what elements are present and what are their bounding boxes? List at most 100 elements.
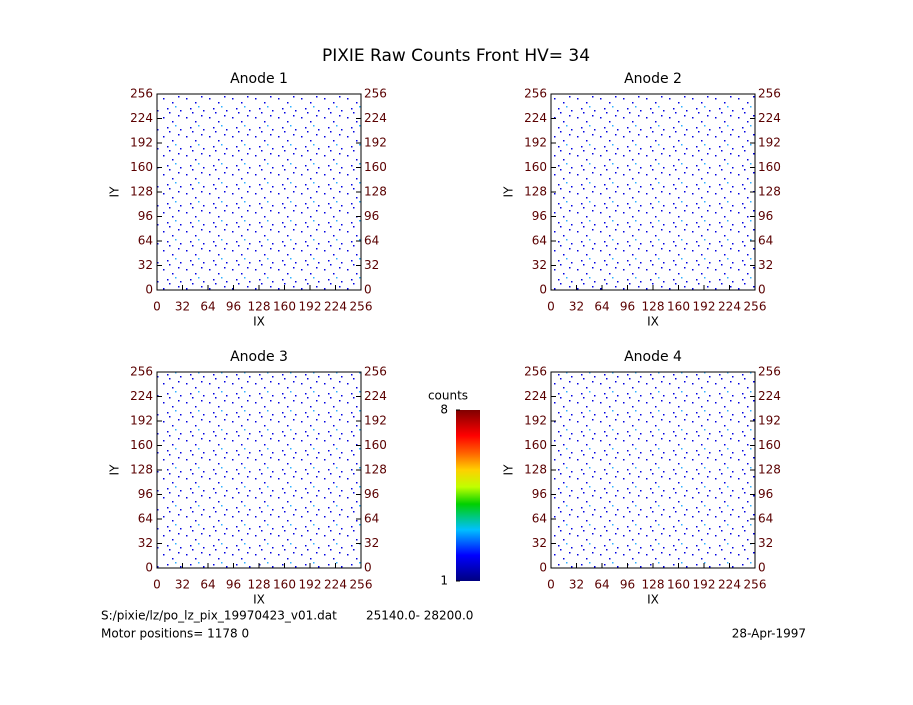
x-tick-label: 64 — [200, 578, 215, 592]
y2-tick-label: 224 — [364, 111, 387, 125]
y2-tick-label: 192 — [758, 414, 781, 428]
x-tick-label: 128 — [248, 300, 271, 314]
y-tick-label: 224 — [524, 389, 547, 403]
x-tick-label: 192 — [299, 300, 322, 314]
y2-tick-label: 128 — [364, 463, 387, 477]
colorbar-tick-label: 8 — [440, 403, 448, 417]
y2-tick-label: 32 — [758, 536, 773, 550]
x-tick-label: 32 — [569, 300, 584, 314]
x-tick-label: 0 — [547, 300, 555, 314]
plot-area — [551, 372, 755, 568]
y2-tick-label: 160 — [758, 438, 781, 452]
y2-tick-label: 256 — [364, 365, 387, 379]
y-tick-label: 160 — [130, 438, 153, 452]
y2-tick-label: 96 — [364, 209, 379, 223]
x-tick-label: 192 — [693, 300, 716, 314]
x-tick-label: 96 — [226, 578, 241, 592]
y-tick-label: 64 — [138, 234, 153, 248]
y2-tick-label: 32 — [364, 536, 379, 550]
y-tick-label: 96 — [138, 209, 153, 223]
panel-title: Anode 3 — [230, 349, 288, 365]
y2-tick-label: 128 — [364, 185, 387, 199]
x-tick-label: 256 — [350, 300, 373, 314]
y-tick-label: 128 — [130, 185, 153, 199]
x-tick-label: 160 — [667, 300, 690, 314]
x-axis-label: IX — [253, 593, 265, 607]
plot-area — [551, 94, 755, 290]
x-tick-label: 224 — [718, 300, 741, 314]
y2-tick-label: 96 — [758, 487, 773, 501]
panel-title: Anode 2 — [624, 71, 682, 87]
y-tick-label: 256 — [524, 87, 547, 101]
y2-tick-label: 0 — [758, 283, 766, 297]
x-tick-label: 160 — [273, 578, 296, 592]
y-tick-label: 256 — [130, 365, 153, 379]
x-tick-label: 128 — [248, 578, 271, 592]
y2-tick-label: 160 — [364, 160, 387, 174]
y-tick-label: 160 — [130, 160, 153, 174]
x-tick-label: 0 — [153, 300, 161, 314]
y-axis-label: IY — [502, 464, 516, 476]
y-tick-label: 160 — [524, 438, 547, 452]
y-axis-label: IY — [108, 464, 122, 476]
y-tick-label: 0 — [145, 283, 153, 297]
y2-tick-label: 64 — [758, 512, 773, 526]
x-tick-label: 160 — [273, 300, 296, 314]
y-tick-label: 224 — [524, 111, 547, 125]
y2-tick-label: 96 — [364, 487, 379, 501]
panel-title: Anode 4 — [624, 349, 682, 365]
colorbar-label: counts — [428, 389, 468, 403]
plot-area — [157, 372, 361, 568]
y2-tick-label: 192 — [758, 136, 781, 150]
x-tick-label: 224 — [324, 578, 347, 592]
colorbar — [456, 410, 480, 581]
y-tick-label: 32 — [532, 258, 547, 272]
y-tick-label: 128 — [130, 463, 153, 477]
x-tick-label: 0 — [153, 578, 161, 592]
x-tick-label: 128 — [642, 578, 665, 592]
y2-tick-label: 0 — [364, 561, 372, 575]
y-tick-label: 224 — [130, 111, 153, 125]
y2-tick-label: 160 — [758, 160, 781, 174]
x-axis-label: IX — [647, 315, 659, 329]
y2-tick-label: 0 — [364, 283, 372, 297]
x-tick-label: 192 — [693, 578, 716, 592]
y2-tick-label: 160 — [364, 438, 387, 452]
x-tick-label: 64 — [200, 300, 215, 314]
y-tick-label: 0 — [145, 561, 153, 575]
x-tick-label: 256 — [744, 300, 767, 314]
y-tick-label: 32 — [138, 258, 153, 272]
y-tick-label: 64 — [138, 512, 153, 526]
y-tick-label: 0 — [539, 561, 547, 575]
y2-tick-label: 128 — [758, 463, 781, 477]
y2-tick-label: 64 — [364, 512, 379, 526]
y-tick-label: 192 — [524, 414, 547, 428]
y-tick-label: 96 — [532, 209, 547, 223]
footer-date: 28-Apr-1997 — [732, 627, 806, 641]
y2-tick-label: 32 — [364, 258, 379, 272]
x-tick-label: 64 — [594, 300, 609, 314]
x-tick-label: 32 — [175, 300, 190, 314]
x-tick-label: 256 — [744, 578, 767, 592]
x-tick-label: 96 — [620, 578, 635, 592]
y2-tick-label: 64 — [758, 234, 773, 248]
x-tick-label: 128 — [642, 300, 665, 314]
y2-tick-label: 224 — [758, 111, 781, 125]
colorbar-tick-label: 1 — [440, 574, 448, 588]
x-tick-label: 96 — [226, 300, 241, 314]
y-axis-label: IY — [502, 186, 516, 198]
y-tick-label: 0 — [539, 283, 547, 297]
y2-tick-label: 128 — [758, 185, 781, 199]
y-tick-label: 32 — [138, 536, 153, 550]
y-tick-label: 256 — [524, 365, 547, 379]
x-axis-label: IX — [647, 593, 659, 607]
y-tick-label: 96 — [532, 487, 547, 501]
y-tick-label: 224 — [130, 389, 153, 403]
footer-motor: Motor positions= 1178 0 — [101, 627, 249, 641]
x-tick-label: 96 — [620, 300, 635, 314]
y-tick-label: 128 — [524, 185, 547, 199]
y2-tick-label: 0 — [758, 561, 766, 575]
plot-area — [157, 94, 361, 290]
y2-tick-label: 224 — [364, 389, 387, 403]
